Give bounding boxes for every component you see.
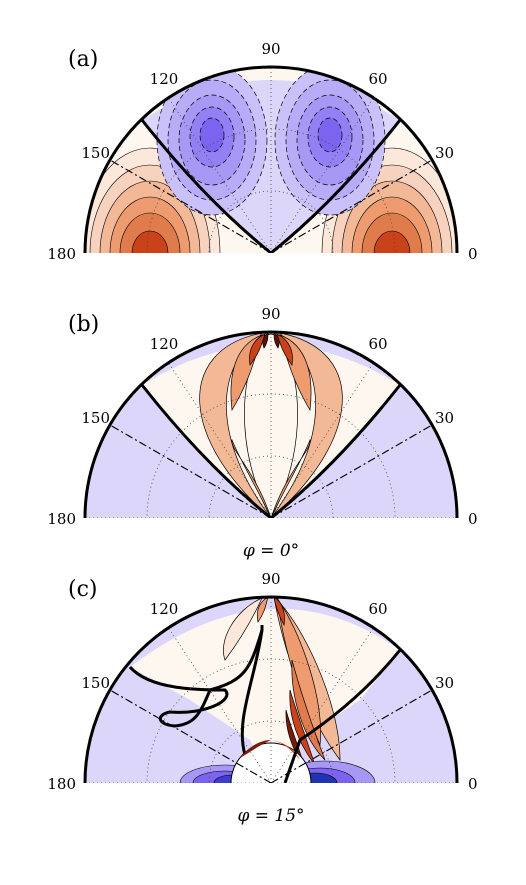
angle-tick-60: 60 — [368, 70, 387, 88]
angle-tick-90: 90 — [261, 305, 280, 323]
angle-tick-60: 60 — [368, 600, 387, 618]
panel-c-outline — [83, 595, 459, 784]
panel-b-field — [85, 332, 457, 518]
angle-tick-0: 0 — [468, 510, 478, 528]
panel-a: (a) 180 150 120 90 60 30 0 — [47, 40, 478, 263]
panel-label: (b) — [68, 312, 99, 337]
panel-a-outline — [83, 65, 459, 254]
angle-tick-120: 120 — [150, 70, 179, 88]
angle-tick-30: 30 — [435, 674, 454, 692]
panel-c-field — [85, 597, 457, 783]
panel-caption: φ = 0° — [243, 541, 299, 561]
panel-b: (b) 180 150 120 90 60 30 0 φ = 0° — [47, 305, 478, 561]
panel-label: (a) — [68, 47, 98, 72]
angle-tick-180: 180 — [47, 510, 76, 528]
angle-tick-0: 0 — [468, 775, 478, 793]
angle-tick-60: 60 — [368, 335, 387, 353]
panel-c: (c) 180 150 120 90 60 30 0 φ = 15° — [47, 570, 478, 826]
angle-tick-180: 180 — [47, 245, 76, 263]
angle-tick-150: 150 — [81, 674, 110, 692]
angle-tick-180: 180 — [47, 775, 76, 793]
angle-tick-0: 0 — [468, 245, 478, 263]
angle-tick-150: 150 — [81, 409, 110, 427]
panel-label: (c) — [68, 577, 98, 602]
panel-a-field — [85, 67, 457, 253]
angle-tick-30: 30 — [435, 409, 454, 427]
angle-tick-150: 150 — [81, 144, 110, 162]
angle-tick-120: 120 — [150, 600, 179, 618]
angle-tick-90: 90 — [261, 570, 280, 588]
angle-tick-30: 30 — [435, 144, 454, 162]
panel-b-outline — [83, 330, 459, 519]
panel-caption: φ = 15° — [237, 806, 304, 826]
angle-tick-120: 120 — [150, 335, 179, 353]
angle-tick-90: 90 — [261, 40, 280, 58]
